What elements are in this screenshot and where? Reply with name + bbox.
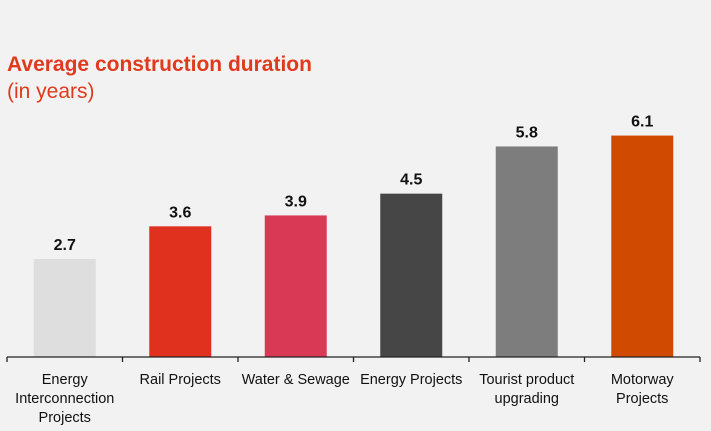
bar xyxy=(611,135,674,357)
x-tick-label: Water & Sewage xyxy=(241,372,350,388)
x-tick-label: Rail Projects xyxy=(139,372,221,388)
bar xyxy=(149,226,212,357)
x-tick-label: Energy Projects xyxy=(360,372,463,388)
bar xyxy=(264,215,327,357)
x-tick-label: Energy Interconnection Projects xyxy=(15,372,115,426)
bar xyxy=(380,193,443,357)
x-tick-label: Motorway Projects xyxy=(610,372,674,407)
data-label: 4.5 xyxy=(400,172,422,189)
data-label: 2.7 xyxy=(54,237,76,254)
data-label: 3.6 xyxy=(169,204,191,221)
data-label: 6.1 xyxy=(631,114,653,131)
bar xyxy=(33,258,96,357)
x-tick-label: Tourist product upgrading xyxy=(479,372,575,407)
data-label: 3.9 xyxy=(285,193,307,210)
chart-subtitle: (in years) xyxy=(7,80,95,103)
bar xyxy=(495,146,558,357)
data-label: 5.8 xyxy=(516,124,538,141)
chart-title: Average construction duration xyxy=(7,53,312,76)
